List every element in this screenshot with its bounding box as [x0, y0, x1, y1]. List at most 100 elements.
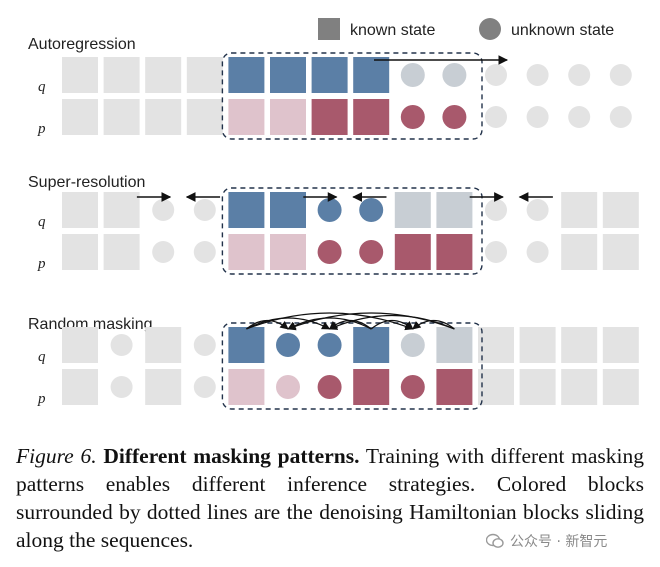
unknown-state-p [193, 241, 216, 263]
panel-autoregression: Autoregression q p [28, 36, 632, 140]
known-state-p [62, 99, 98, 135]
known-state-q [62, 57, 98, 93]
known-state-q [353, 57, 390, 93]
dependency-arc [412, 319, 455, 330]
known-state-p [228, 234, 265, 270]
known-state-p [436, 234, 473, 270]
known-state-q [561, 327, 598, 363]
known-state-p [103, 99, 140, 135]
panels: AutoregressionqpSuper-resolutionqpRandom… [28, 36, 639, 410]
known-state-q [103, 57, 140, 93]
known-state-q [602, 192, 639, 228]
known-state-q [270, 57, 306, 93]
known-state-q [145, 327, 182, 363]
known-state-p [353, 99, 390, 135]
unknown-state-p [400, 375, 425, 399]
known-state-q [602, 327, 639, 363]
dependency-arc [370, 319, 414, 330]
row-label-q: q [38, 349, 46, 365]
known-state-p [602, 234, 639, 270]
known-state-p [145, 369, 182, 405]
wechat-icon [486, 533, 504, 548]
panel-title: Autoregression [28, 36, 136, 53]
known-state-label: known state [350, 22, 435, 39]
known-state-p [270, 99, 306, 135]
known-state-q [62, 327, 98, 363]
known-state-p [436, 369, 473, 405]
masking-patterns-diagram: known state unknown state Autoregression… [28, 18, 639, 410]
denoising-window [221, 52, 483, 140]
known-state-p [353, 369, 390, 405]
known-state-q [478, 327, 514, 363]
unknown-state-p [276, 375, 300, 399]
caption-label: Figure 6. [16, 444, 97, 468]
panel-random-masking: Random masking q p [28, 312, 639, 410]
known-state-q [519, 327, 556, 363]
figure-caption: Figure 6. Different masking patterns. Tr… [16, 442, 644, 554]
row-label-p: p [37, 121, 46, 137]
known-state-p [62, 234, 98, 270]
unknown-state-p [609, 106, 632, 128]
known-state-q [228, 57, 265, 93]
dependency-arc [246, 312, 414, 331]
watermark: 公众号 · 新智元 [486, 531, 607, 551]
unknown-state-q [317, 198, 342, 222]
unknown-state-p [317, 375, 342, 399]
unknown-state-q [400, 333, 425, 357]
unknown-state-q [568, 64, 591, 86]
unknown-state-p [485, 106, 507, 128]
unknown-state-q [110, 334, 133, 356]
unknown-state-q [317, 333, 342, 357]
legend: known state unknown state [318, 18, 614, 40]
unknown-state-q [359, 198, 384, 222]
known-state-q [270, 192, 306, 228]
unknown-state-q [193, 199, 216, 221]
known-state-p [561, 369, 598, 405]
unknown-state-p [317, 240, 342, 264]
known-state-p [602, 369, 639, 405]
dependency-arc [246, 317, 331, 330]
known-state-p [478, 369, 514, 405]
unknown-state-q [526, 64, 549, 86]
unknown-state-p [568, 106, 591, 128]
panel-super-resolution: Super-resolution q p [28, 174, 639, 275]
unknown-state-label: unknown state [511, 22, 614, 39]
dependency-arc [328, 314, 455, 330]
known-state-q [353, 327, 390, 363]
unknown-state-p [526, 106, 549, 128]
unknown-state-p [400, 105, 425, 129]
panel-title: Random masking [28, 316, 153, 333]
known-state-q [228, 192, 265, 228]
row-label-p: p [37, 391, 46, 407]
row-label-q: q [38, 214, 46, 230]
unknown-state-q [193, 334, 216, 356]
unknown-state-swatch [479, 18, 501, 40]
known-state-p [228, 99, 265, 135]
unknown-state-p [359, 240, 384, 264]
known-state-p [270, 234, 306, 270]
known-state-p [394, 234, 431, 270]
unknown-state-p [152, 241, 175, 263]
unknown-state-q [485, 199, 507, 221]
unknown-state-q [609, 64, 632, 86]
known-state-p [561, 234, 598, 270]
unknown-state-p [193, 376, 216, 398]
known-state-q [436, 327, 473, 363]
watermark-text: 公众号 · 新智元 [510, 534, 608, 550]
denoising-window [221, 187, 483, 275]
known-state-q [186, 57, 223, 93]
unknown-state-p [485, 241, 507, 263]
known-state-q [311, 57, 348, 93]
known-state-p [228, 369, 265, 405]
unknown-state-q [442, 63, 467, 87]
denoising-window [221, 322, 483, 410]
unknown-state-q [526, 199, 549, 221]
known-state-q [394, 192, 431, 228]
caption-text: Training with different masking patterns… [16, 444, 645, 552]
known-state-swatch [318, 18, 340, 40]
known-state-p [519, 369, 556, 405]
unknown-state-p [442, 105, 467, 129]
panel-title: Super-resolution [28, 174, 145, 191]
unknown-state-p [526, 241, 549, 263]
caption-title: Different masking patterns. [103, 444, 360, 468]
